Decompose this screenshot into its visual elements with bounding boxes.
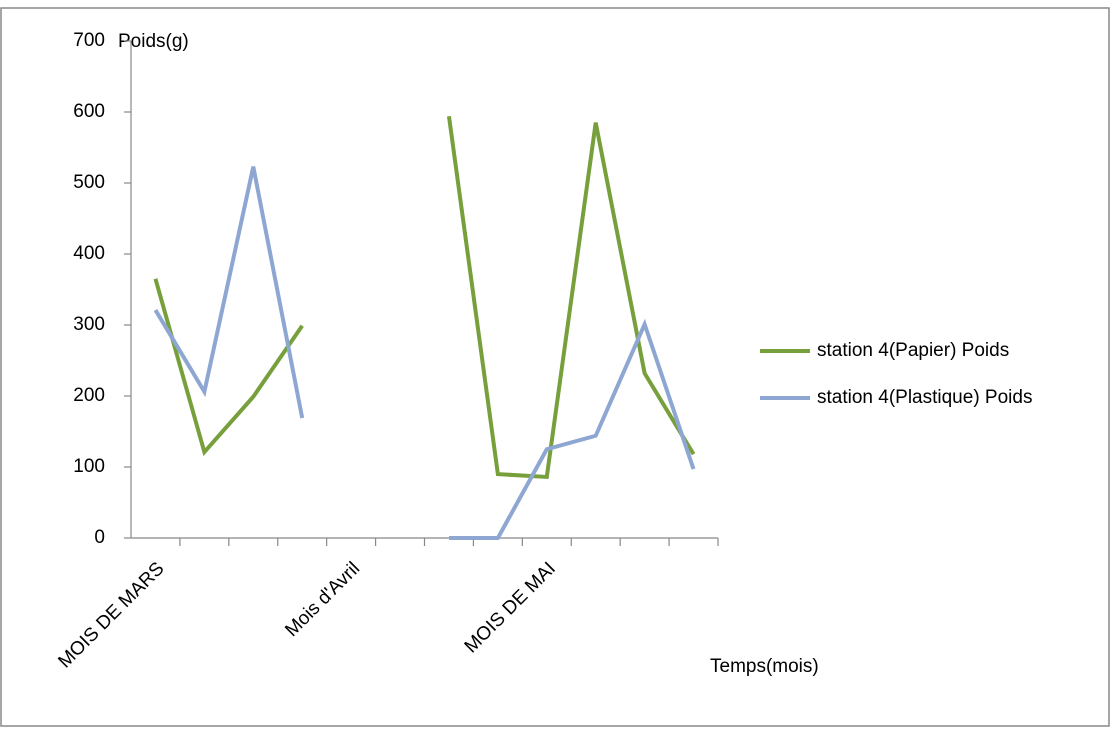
chart-border [0,7,1110,727]
y-axis-label: Poids(g) [118,31,189,52]
legend-label: station 4(Plastique) Poids [817,387,1032,408]
y-tick-label: 400 [73,243,105,264]
y-tick-label: 500 [73,172,105,193]
series-line [153,115,696,480]
legend-label: station 4(Papier) Poids [817,340,1009,361]
y-tick-label: 600 [73,101,105,122]
y-tick-label: 700 [73,30,105,51]
series-line [153,166,696,540]
y-tick-label: 300 [73,314,105,335]
y-tick-label: 200 [73,385,105,406]
x-axis-label: Temps(mois) [710,656,819,677]
y-tick-label: 0 [94,527,105,548]
y-tick-label: 100 [73,456,105,477]
